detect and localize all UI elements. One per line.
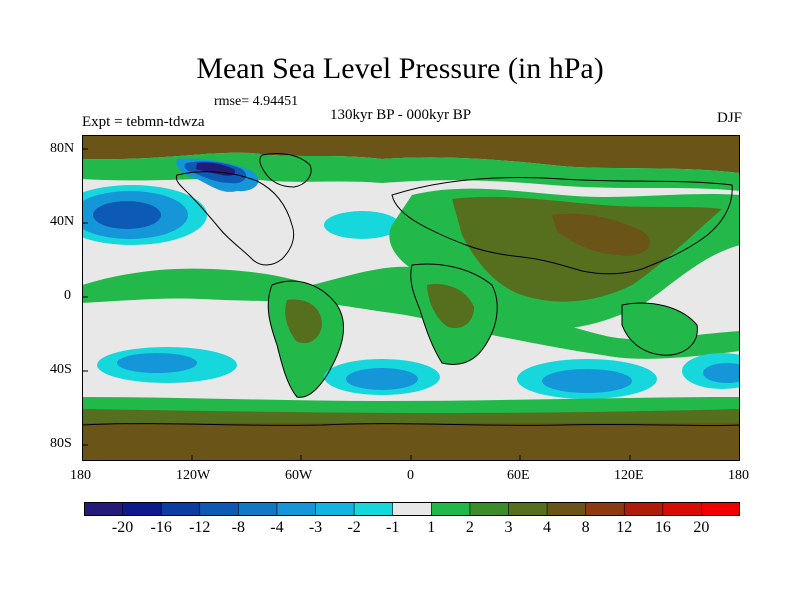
colorbar-cell bbox=[353, 502, 394, 516]
colorbar-label: -1 bbox=[386, 519, 400, 536]
y-label-40n: 40N bbox=[50, 214, 75, 229]
coastlines bbox=[82, 152, 740, 427]
colorbar-cell bbox=[199, 502, 240, 516]
colorbar-cell bbox=[160, 502, 201, 516]
y-label-80n: 80N bbox=[50, 141, 75, 156]
x-label-180-left: 180 bbox=[70, 468, 91, 483]
colorbar-label: -3 bbox=[308, 519, 323, 536]
colorbar-label: 8 bbox=[581, 519, 590, 536]
east-south-pacific-blue bbox=[703, 363, 740, 383]
australia-green bbox=[622, 303, 698, 356]
colorbar-label: 12 bbox=[616, 519, 633, 536]
rmse-label: rmse= 4.94451 bbox=[214, 94, 299, 109]
south-atlantic-blue bbox=[346, 368, 418, 390]
colorbar-cell bbox=[276, 502, 317, 516]
colorbar-cell bbox=[623, 502, 664, 516]
colorbar-cell bbox=[585, 502, 626, 516]
season-label: DJF bbox=[716, 110, 742, 126]
colorbar-frame bbox=[84, 502, 740, 516]
map-title: Mean Sea Level Pressure (in hPa) bbox=[196, 52, 604, 85]
colorbar-cell bbox=[508, 502, 548, 516]
colorbar-label: -12 bbox=[189, 519, 211, 536]
arctic-brown-band bbox=[82, 135, 740, 173]
colorbar-label: 20 bbox=[693, 519, 710, 536]
colorbar-label: 4 bbox=[543, 519, 552, 536]
x-label-120e: 120E bbox=[614, 468, 644, 483]
colorbar-label: 16 bbox=[654, 519, 671, 536]
colorbar-label: -16 bbox=[150, 519, 172, 536]
x-label-0: 0 bbox=[407, 468, 414, 483]
colorbar-label: -8 bbox=[231, 519, 245, 536]
greenland-coast bbox=[259, 152, 312, 188]
south-america-coast bbox=[267, 280, 345, 398]
y-label-80s: 80S bbox=[50, 436, 72, 451]
colorbar-cell bbox=[84, 502, 124, 516]
colorbar-cell bbox=[315, 502, 355, 516]
period-label: 130kyr BP - 000kyr BP bbox=[330, 107, 472, 123]
australia-coast bbox=[621, 302, 698, 356]
tibet-brown bbox=[552, 213, 651, 256]
y-label-40s: 40S bbox=[50, 362, 72, 377]
colorbar-label: -2 bbox=[347, 519, 361, 536]
colorbar-cells bbox=[84, 502, 740, 516]
antarctic-brown-band bbox=[82, 423, 740, 461]
south-pacific-blue bbox=[117, 353, 197, 373]
north-atlantic-cyan bbox=[324, 211, 400, 239]
south-america-olive bbox=[285, 299, 322, 344]
colorbar-cell bbox=[546, 502, 587, 516]
south-indian-blue bbox=[542, 369, 632, 393]
africa-olive bbox=[427, 284, 474, 329]
eurasia-olive bbox=[452, 196, 722, 302]
colorbar-cell bbox=[662, 502, 703, 516]
antarctica-coast bbox=[82, 423, 740, 427]
x-label-120w: 120W bbox=[176, 468, 211, 483]
antarctic-green-band bbox=[82, 397, 740, 415]
y-label-0: 0 bbox=[64, 288, 71, 303]
x-label-60w: 60W bbox=[285, 468, 313, 483]
eurasia-coast bbox=[391, 177, 733, 275]
arctic-green-band bbox=[82, 152, 740, 191]
pressure-map bbox=[82, 135, 740, 461]
north-america-coast bbox=[175, 171, 295, 266]
colorbar-cell bbox=[238, 502, 278, 516]
africa-coast bbox=[410, 263, 498, 365]
colorbar-label: 2 bbox=[465, 519, 474, 536]
antarctic-olive-band bbox=[82, 409, 740, 427]
colorbar-cell bbox=[701, 502, 740, 516]
colorbar-label: 1 bbox=[427, 519, 436, 536]
colorbar-cell bbox=[469, 502, 510, 516]
tick-marks bbox=[82, 148, 631, 461]
north-pacific-deep-blue bbox=[93, 201, 161, 229]
x-label-180-right: 180 bbox=[728, 468, 749, 483]
colorbar-label: -20 bbox=[111, 519, 134, 536]
colorbar bbox=[84, 502, 740, 516]
colorbar-label: 3 bbox=[504, 519, 513, 536]
colorbar-cell bbox=[392, 502, 433, 516]
experiment-label: Expt = tebmn-tdwza bbox=[82, 114, 205, 130]
colorbar-cell bbox=[430, 502, 471, 516]
colorbar-cell bbox=[122, 502, 162, 516]
colorbar-label: -4 bbox=[270, 519, 284, 536]
x-label-60e: 60E bbox=[507, 468, 530, 483]
tropical-green-band bbox=[82, 266, 740, 359]
